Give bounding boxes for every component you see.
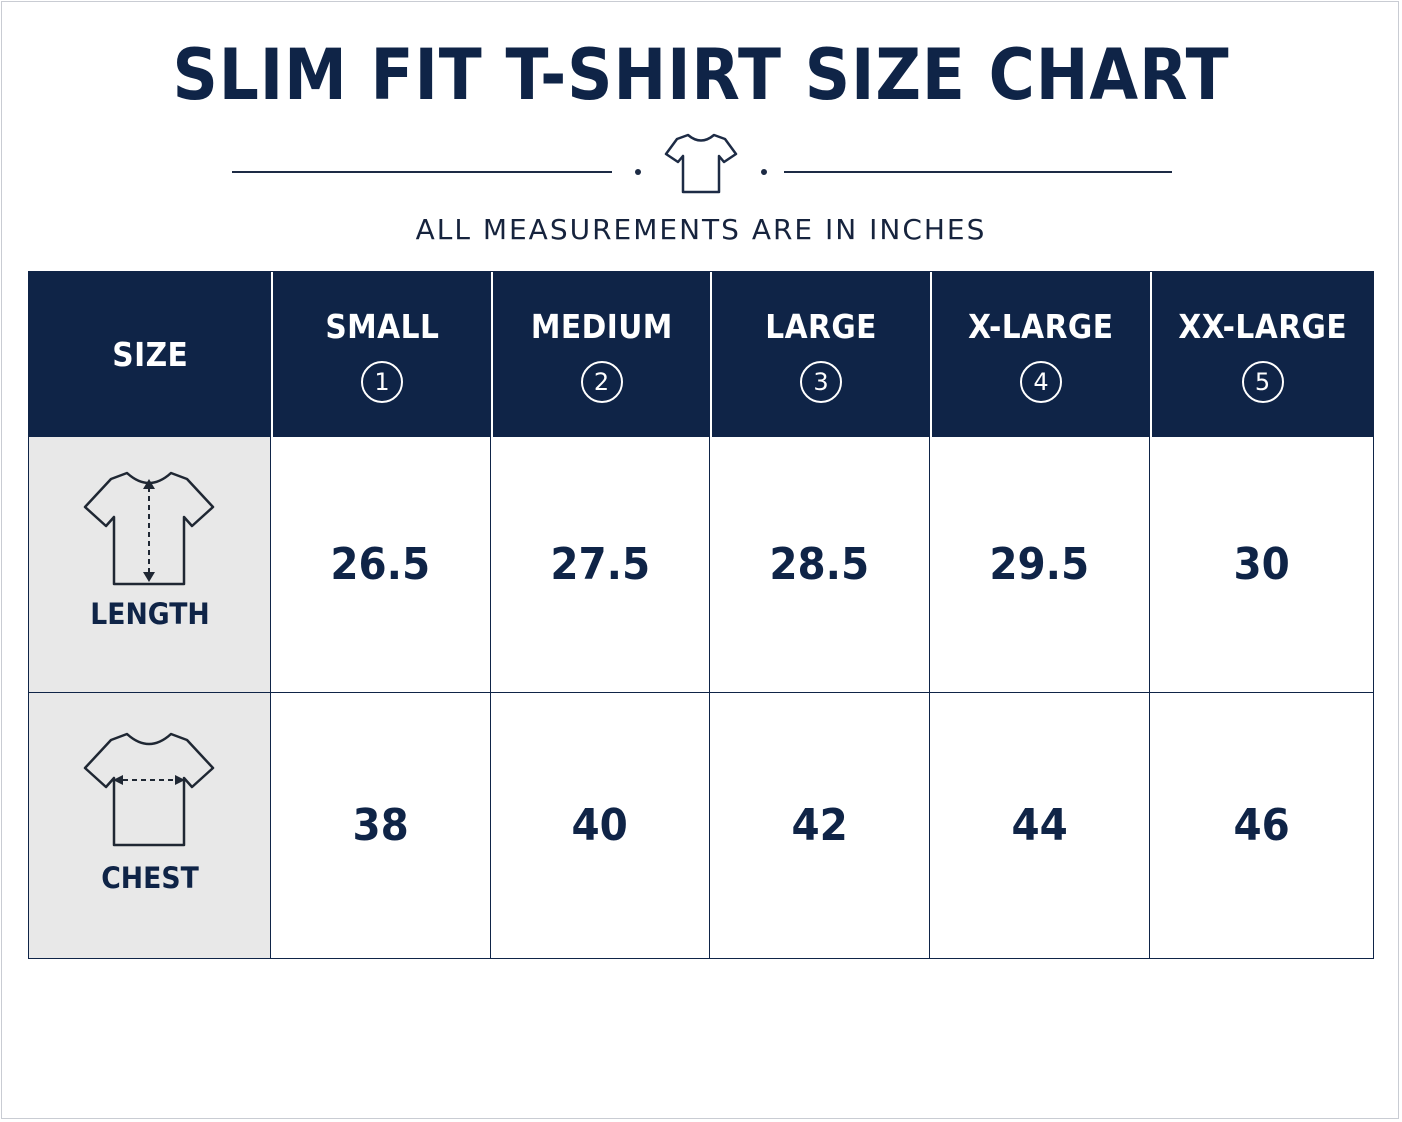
value-cell: 28.5 xyxy=(710,437,930,692)
header-xx-large: XX-LARGE 5 xyxy=(1150,272,1373,437)
measurement-value: 26.5 xyxy=(330,539,431,590)
row-label-length: LENGTH xyxy=(29,437,271,692)
measurement-value: 44 xyxy=(1011,800,1068,851)
measurement-value: 27.5 xyxy=(550,539,650,590)
t-shirt-length-icon xyxy=(83,471,215,586)
measurement-value: 40 xyxy=(571,800,629,851)
size-number-badge: 1 xyxy=(361,360,403,403)
measurement-value: 42 xyxy=(791,800,848,851)
row-label-text: CHEST xyxy=(101,861,199,895)
size-chart-table: SIZE SMALL 1 MEDIUM 2 LARGE 3 X-LARGE 4 … xyxy=(28,271,1374,959)
size-number-badge: 3 xyxy=(800,360,842,403)
size-number-badge: 5 xyxy=(1241,360,1284,403)
table-row-chest: CHEST 38 40 42 44 46 xyxy=(29,693,1373,958)
header-small: SMALL 1 xyxy=(271,272,491,437)
size-number-badge: 2 xyxy=(580,360,623,403)
title-divider xyxy=(232,133,1172,194)
measurement-value: 38 xyxy=(352,800,409,851)
row-label-text: LENGTH xyxy=(90,597,210,631)
value-cell: 46 xyxy=(1150,693,1373,958)
value-cell: 29.5 xyxy=(930,437,1150,692)
value-cell: 38 xyxy=(271,693,491,958)
t-shirt-icon xyxy=(664,133,738,194)
value-cell: 30 xyxy=(1150,437,1373,692)
header-x-large: X-LARGE 4 xyxy=(930,272,1150,437)
measurement-value: 30 xyxy=(1233,539,1290,590)
value-cell: 26.5 xyxy=(271,437,491,692)
header-size-label: X-LARGE xyxy=(968,306,1114,346)
header-row: SIZE SMALL 1 MEDIUM 2 LARGE 3 X-LARGE 4 … xyxy=(29,272,1373,437)
page-title: SLIM FIT T-SHIRT SIZE CHART xyxy=(172,34,1230,116)
header-size-label: LARGE xyxy=(765,306,877,346)
measurement-value: 28.5 xyxy=(769,539,870,590)
table-row-length: LENGTH 26.5 27.5 28.5 29.5 30 xyxy=(29,437,1373,693)
row-label-chest: CHEST xyxy=(29,693,271,958)
measurement-value: 29.5 xyxy=(989,539,1090,590)
header-large: LARGE 3 xyxy=(710,272,930,437)
header-size-label: SMALL xyxy=(324,306,440,346)
value-cell: 42 xyxy=(710,693,930,958)
t-shirt-chest-icon xyxy=(83,732,215,847)
value-cell: 44 xyxy=(930,693,1150,958)
header-size-label: XX-LARGE xyxy=(1178,306,1347,346)
value-cell: 27.5 xyxy=(491,437,710,692)
header-size-label: MEDIUM xyxy=(530,306,673,346)
header-size: SIZE xyxy=(29,272,271,437)
measurement-note: ALL MEASUREMENTS ARE IN INCHES xyxy=(415,213,987,246)
measurement-value: 46 xyxy=(1233,800,1290,851)
header-size-label: SIZE xyxy=(111,334,189,374)
size-number-badge: 4 xyxy=(1020,360,1062,403)
header-medium: MEDIUM 2 xyxy=(491,272,710,437)
value-cell: 40 xyxy=(491,693,710,958)
